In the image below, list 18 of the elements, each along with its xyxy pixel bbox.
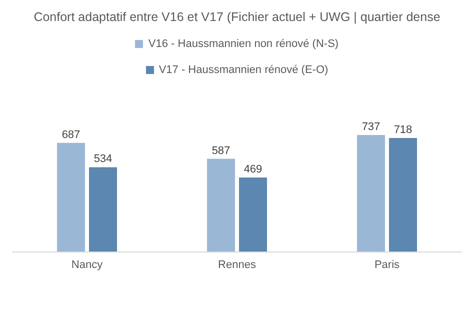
x-tick-label: Rennes (218, 258, 256, 271)
bar (239, 178, 267, 252)
legend-label: V17 - Haussmannien rénové (E-O) (158, 64, 328, 76)
bar (57, 142, 85, 252)
data-label: 534 (94, 153, 112, 166)
chart-title: Confort adaptatif entre V16 et V17 (Fichier actuel + UWG | quartier dense (32, 9, 442, 24)
bar (389, 138, 417, 252)
x-tick-label: Paris (374, 258, 400, 271)
data-label: 587 (212, 144, 230, 157)
data-label: 737 (362, 120, 380, 133)
bar (207, 158, 235, 252)
bar (357, 134, 385, 252)
data-label: 469 (244, 164, 262, 176)
data-label: 687 (62, 128, 80, 141)
x-tick-label: Nancy (71, 258, 104, 271)
data-label: 718 (394, 124, 412, 136)
legend-label: V16 - Haussmannien non rénové (N-S) (148, 38, 339, 50)
bar (89, 167, 117, 252)
